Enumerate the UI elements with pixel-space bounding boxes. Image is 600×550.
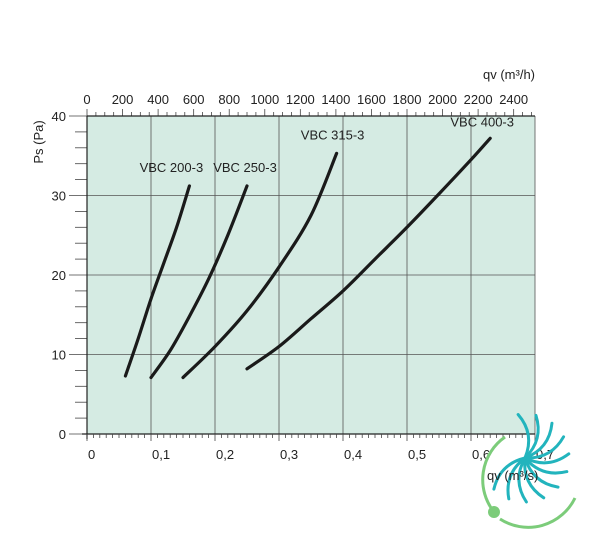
x-axis-ticks: 0 0,1 0,2 0,3 0,4 0,5 0,6 0,7	[86, 434, 554, 462]
series-label-4: VBC 400-3	[450, 114, 514, 129]
logo-arc	[481, 435, 506, 513]
x2-tick-label: 0	[83, 92, 90, 107]
logo-fan-blade	[523, 452, 571, 465]
y-axis-ticks: 0 10 20 30 40	[52, 109, 66, 442]
x2-tick-label: 200	[112, 92, 134, 107]
y-axis-title: Ps (Pa)	[31, 120, 46, 163]
series-group	[123, 136, 492, 380]
series-label-2: VBC 250-3	[213, 160, 277, 175]
x2-tick-label: 400	[147, 92, 169, 107]
logo-fan-blade	[523, 456, 569, 475]
logo-fan-blade	[517, 456, 528, 504]
series-line-2	[149, 184, 249, 380]
x2-tick-label: 2000	[428, 92, 457, 107]
series-labels: VBC 200-3 VBC 250-3 VBC 315-3 VBC 400-3	[140, 114, 514, 175]
logo-fan-blade	[492, 456, 527, 491]
y-tick-label: 20	[52, 268, 66, 283]
y-axis-minor-ticks	[69, 115, 87, 435]
series-line-1	[123, 184, 191, 378]
x2-tick-label: 1400	[321, 92, 350, 107]
logo-fan-blade	[523, 421, 554, 460]
series-line-4	[245, 136, 492, 371]
logo-fan-blade	[523, 413, 540, 460]
x2-tick-label: 1200	[286, 92, 315, 107]
x-tick-label: 0,1	[152, 447, 170, 462]
x2-tick-label: 600	[183, 92, 205, 107]
logo-fan-blade	[523, 435, 566, 460]
x2-tick-label: 1800	[393, 92, 422, 107]
x-tick-label: 0,5	[408, 447, 426, 462]
y-tick-label: 40	[52, 109, 66, 124]
series-label-3: VBC 315-3	[301, 127, 365, 142]
x2-tick-label: 1000	[250, 92, 279, 107]
logo-fan-blade	[523, 456, 560, 489]
y-tick-label: 0	[59, 427, 66, 442]
x2-tick-label: 2400	[499, 92, 528, 107]
logo-fan-blade	[523, 456, 546, 500]
brand-logo	[481, 413, 577, 529]
x2-axis-ticks: 0 200 400 600 800 1000 1200 1400 1600 1800 2000 220…	[83, 92, 535, 117]
x2-axis-title: qv (m³/h)	[483, 67, 535, 82]
x-tick-label: 0,4	[344, 447, 362, 462]
x-tick-label: 0,2	[216, 447, 234, 462]
series-label-1: VBC 200-3	[140, 160, 204, 175]
x2-tick-label: 800	[218, 92, 240, 107]
x-axis-title: qv (m³/s)	[487, 468, 538, 483]
series-line-3	[181, 151, 339, 380]
logo-fan-blade	[516, 413, 531, 460]
x-tick-label: 0	[88, 447, 95, 462]
y-tick-label: 30	[52, 189, 66, 204]
logo-fan-blade	[506, 456, 527, 501]
logo-arc	[499, 497, 577, 529]
x2-tick-label: 1600	[357, 92, 386, 107]
x-tick-label: 0,3	[280, 447, 298, 462]
y-tick-label: 10	[52, 348, 66, 363]
x2-tick-label: 2200	[464, 92, 493, 107]
logo-dot	[488, 506, 500, 518]
